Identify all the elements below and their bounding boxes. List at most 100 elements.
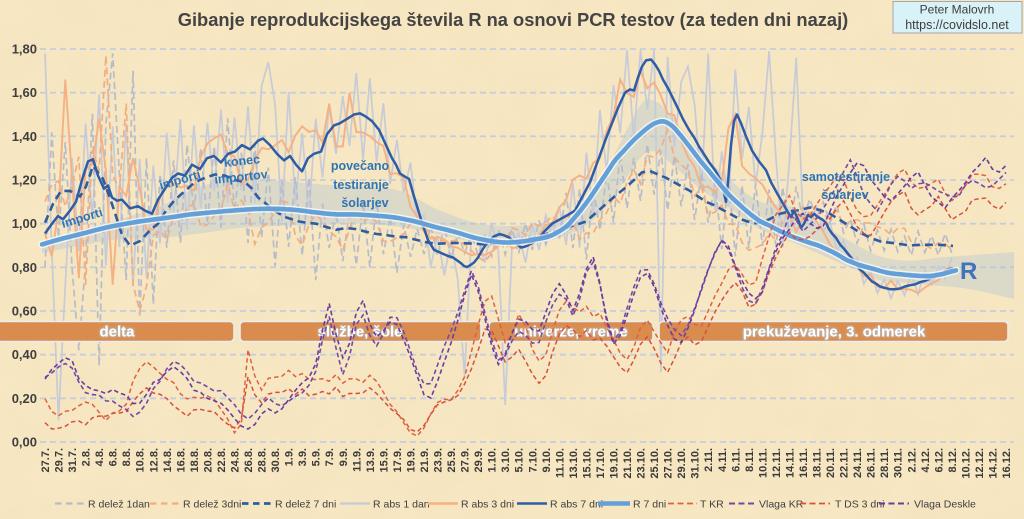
svg-text:30.8.: 30.8. bbox=[270, 448, 282, 472]
svg-text:6.8.: 6.8. bbox=[108, 448, 120, 466]
svg-text:R: R bbox=[960, 258, 977, 285]
svg-text:importov: importov bbox=[214, 167, 269, 187]
svg-text:29.7.: 29.7. bbox=[54, 448, 66, 472]
svg-text:12.12.: 12.12. bbox=[974, 448, 986, 479]
svg-text:R abs 7 dni: R abs 7 dni bbox=[550, 499, 603, 511]
svg-text:6.12.: 6.12. bbox=[933, 448, 945, 472]
svg-text:25.10.: 25.10. bbox=[649, 448, 661, 479]
svg-text:R abs 1 dan: R abs 1 dan bbox=[373, 499, 430, 511]
svg-text:21.10.: 21.10. bbox=[622, 448, 634, 479]
svg-text:17.10.: 17.10. bbox=[595, 448, 607, 479]
svg-text:8.12.: 8.12. bbox=[947, 448, 959, 472]
svg-text:3.9.: 3.9. bbox=[297, 448, 309, 466]
svg-text:T KR: T KR bbox=[700, 499, 724, 511]
svg-text:testiranje: testiranje bbox=[333, 178, 389, 192]
svg-text:0,20: 0,20 bbox=[12, 391, 37, 406]
svg-text:šolarjev: šolarjev bbox=[341, 196, 388, 210]
svg-text:23.9.: 23.9. bbox=[433, 448, 445, 472]
svg-text:9.9.: 9.9. bbox=[338, 448, 350, 466]
svg-text:1.10.: 1.10. bbox=[487, 448, 499, 472]
svg-text:30.11.: 30.11. bbox=[893, 448, 905, 478]
svg-text:9.10.: 9.10. bbox=[541, 448, 553, 472]
svg-text:7.10.: 7.10. bbox=[527, 448, 539, 472]
svg-text:Vlaga KR: Vlaga KR bbox=[759, 499, 804, 511]
svg-text:22.11.: 22.11. bbox=[839, 448, 851, 478]
svg-text:1,40: 1,40 bbox=[12, 129, 37, 144]
svg-text:29.10.: 29.10. bbox=[676, 448, 688, 479]
svg-text:12.8.: 12.8. bbox=[148, 448, 160, 472]
svg-text:17.9.: 17.9. bbox=[392, 448, 404, 472]
svg-text:23.10.: 23.10. bbox=[636, 448, 648, 479]
svg-text:27.9.: 27.9. bbox=[460, 448, 472, 472]
svg-text:14.11.: 14.11. bbox=[784, 448, 796, 478]
svg-text:R delež 3dni: R delež 3dni bbox=[183, 499, 241, 511]
svg-text:16.8.: 16.8. bbox=[175, 448, 187, 472]
svg-text:15.9.: 15.9. bbox=[378, 448, 390, 472]
svg-text:8.11.: 8.11. bbox=[744, 448, 756, 472]
svg-text:povečano: povečano bbox=[331, 159, 390, 173]
svg-text:19.9.: 19.9. bbox=[406, 448, 418, 472]
svg-text:16.12.: 16.12. bbox=[1001, 448, 1013, 479]
svg-text:25.9.: 25.9. bbox=[446, 448, 458, 472]
svg-text:6.11.: 6.11. bbox=[730, 448, 742, 472]
svg-text:R 7 dni: R 7 dni bbox=[633, 499, 666, 511]
svg-text:13.9.: 13.9. bbox=[365, 448, 377, 472]
svg-text:https://covidslo.net: https://covidslo.net bbox=[905, 18, 1009, 32]
svg-text:20.8.: 20.8. bbox=[202, 448, 214, 472]
svg-text:T DS 3 dni: T DS 3 dni bbox=[835, 499, 884, 511]
svg-text:3.10.: 3.10. bbox=[500, 448, 512, 472]
svg-text:R delež 7 dni: R delež 7 dni bbox=[275, 499, 336, 511]
svg-text:8.8.: 8.8. bbox=[121, 448, 133, 466]
svg-text:univerze, vreme: univerze, vreme bbox=[514, 324, 627, 341]
svg-text:11.9.: 11.9. bbox=[351, 448, 363, 472]
svg-text:18.11.: 18.11. bbox=[812, 448, 824, 478]
svg-text:samotestiranje: samotestiranje bbox=[802, 170, 890, 184]
svg-text:1.9.: 1.9. bbox=[284, 448, 296, 466]
svg-text:28.8.: 28.8. bbox=[257, 448, 269, 472]
svg-text:15.10.: 15.10. bbox=[581, 448, 593, 479]
svg-text:2.11.: 2.11. bbox=[703, 448, 715, 472]
svg-text:konec: konec bbox=[223, 152, 260, 170]
svg-text:7.9.: 7.9. bbox=[324, 448, 336, 466]
svg-text:19.10.: 19.10. bbox=[609, 448, 621, 479]
svg-text:4.11.: 4.11. bbox=[717, 448, 729, 472]
svg-text:R delež 1dan: R delež 1dan bbox=[88, 499, 150, 511]
svg-text:0,80: 0,80 bbox=[12, 260, 37, 275]
svg-text:16.11.: 16.11. bbox=[798, 448, 810, 478]
svg-text:službe, šole: službe, šole bbox=[317, 324, 402, 341]
svg-text:delta: delta bbox=[99, 324, 135, 341]
svg-text:5.10.: 5.10. bbox=[514, 448, 526, 472]
svg-text:1,60: 1,60 bbox=[12, 85, 37, 100]
svg-text:Vlaga Deskle: Vlaga Deskle bbox=[914, 499, 976, 511]
svg-text:2.8.: 2.8. bbox=[81, 448, 93, 466]
svg-text:0,40: 0,40 bbox=[12, 347, 37, 362]
svg-text:4.8.: 4.8. bbox=[94, 448, 106, 466]
svg-text:28.11.: 28.11. bbox=[879, 448, 891, 478]
svg-text:4.12.: 4.12. bbox=[920, 448, 932, 472]
svg-text:1,20: 1,20 bbox=[12, 173, 37, 188]
svg-text:26.8.: 26.8. bbox=[243, 448, 255, 472]
svg-text:prekuževanje, 3. odmerek: prekuževanje, 3. odmerek bbox=[743, 324, 926, 341]
svg-text:5.9.: 5.9. bbox=[311, 448, 323, 466]
svg-text:R abs 3 dni: R abs 3 dni bbox=[461, 499, 514, 511]
svg-text:18.8.: 18.8. bbox=[189, 448, 201, 472]
svg-text:0,00: 0,00 bbox=[12, 435, 37, 450]
svg-text:24.8.: 24.8. bbox=[230, 448, 242, 472]
svg-text:1,80: 1,80 bbox=[12, 42, 37, 57]
svg-text:13.10.: 13.10. bbox=[568, 448, 580, 479]
svg-text:0,60: 0,60 bbox=[12, 304, 37, 319]
svg-text:10.12.: 10.12. bbox=[960, 448, 972, 479]
svg-text:14.12.: 14.12. bbox=[988, 448, 1000, 479]
svg-text:27.10.: 27.10. bbox=[663, 448, 675, 479]
svg-text:1,00: 1,00 bbox=[12, 216, 37, 231]
svg-text:12.11.: 12.11. bbox=[771, 448, 783, 478]
svg-text:31.10.: 31.10. bbox=[690, 448, 702, 479]
svg-text:29.9.: 29.9. bbox=[473, 448, 485, 472]
svg-text:20.11.: 20.11. bbox=[825, 448, 837, 478]
svg-text:2.12.: 2.12. bbox=[906, 448, 918, 472]
svg-text:11.10.: 11.10. bbox=[554, 448, 566, 478]
svg-text:21.9.: 21.9. bbox=[419, 448, 431, 472]
svg-text:24.11.: 24.11. bbox=[852, 448, 864, 478]
svg-text:31.7.: 31.7. bbox=[67, 448, 79, 472]
svg-text:Gibanje reprodukcijskega števi: Gibanje reprodukcijskega števila R na os… bbox=[178, 9, 849, 30]
